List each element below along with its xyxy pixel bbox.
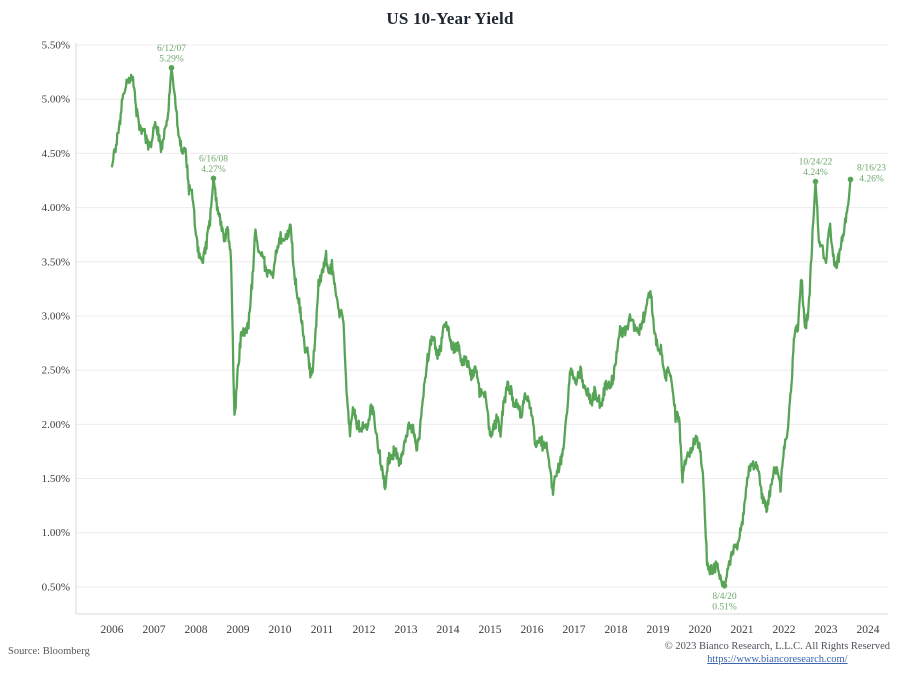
callout-dot — [210, 175, 217, 182]
callout-value-label: 4.27% — [201, 165, 226, 175]
x-axis-label: 2023 — [815, 624, 838, 636]
y-axis-label: 1.50% — [42, 473, 70, 485]
yield-line — [110, 66, 852, 587]
chart-title: US 10-Year Yield — [386, 9, 514, 28]
y-axis-label: 5.50% — [42, 40, 70, 52]
x-axis-label: 2010 — [269, 624, 292, 636]
callout-value-label: 4.24% — [803, 168, 828, 178]
y-axis-label: 4.50% — [42, 148, 70, 160]
callout-value-label: 0.51% — [712, 602, 737, 612]
callout-date-label: 8/16/23 — [857, 163, 886, 173]
x-axis-label: 2020 — [689, 624, 712, 636]
footer-attribution: © 2023 Bianco Research, L.L.C. All Right… — [665, 640, 890, 666]
callout-dot — [721, 583, 728, 589]
x-axis-label: 2017 — [563, 624, 586, 636]
source-note: Source: Bloomberg — [8, 646, 90, 657]
callout-value-label: 4.26% — [859, 174, 884, 184]
x-axis-label: 2008 — [185, 624, 208, 636]
callout-dot — [812, 178, 819, 185]
callout-date-label: 6/12/07 — [157, 44, 186, 54]
x-axis-label: 2014 — [437, 624, 460, 636]
callout-date-label: 10/24/22 — [799, 158, 833, 168]
x-axis-label: 2022 — [773, 624, 796, 636]
x-axis-label: 2006 — [101, 624, 124, 636]
x-axis-label: 2012 — [353, 624, 376, 636]
x-axis-label: 2015 — [479, 624, 502, 636]
copyright-note: © 2023 Bianco Research, L.L.C. All Right… — [664, 641, 890, 652]
callout-dot — [168, 64, 175, 71]
y-axis-label: 2.50% — [42, 365, 70, 377]
y-axis-label: 2.00% — [42, 419, 70, 431]
callout-date-label: 8/4/20 — [712, 592, 737, 602]
x-axis-label: 2007 — [143, 624, 166, 636]
y-axis-label: 3.00% — [42, 310, 70, 322]
x-axis-label: 2009 — [227, 624, 250, 636]
footer-link[interactable]: https://www.biancoresearch.com/ — [707, 654, 848, 665]
callout-dot — [847, 176, 854, 183]
y-axis-label: 0.50% — [42, 581, 70, 593]
x-axis-label: 2013 — [395, 624, 418, 636]
callout-date-label: 6/16/08 — [199, 154, 228, 164]
x-axis-label: 2024 — [857, 624, 880, 636]
x-axis-label: 2021 — [731, 624, 754, 636]
y-axis-label: 5.00% — [42, 94, 70, 106]
x-axis-label: 2016 — [521, 624, 544, 636]
callout-value-label: 5.29% — [159, 54, 184, 64]
y-axis-label: 3.50% — [42, 256, 70, 268]
x-axis-label: 2019 — [647, 624, 670, 636]
x-axis-label: 2011 — [311, 624, 334, 636]
y-axis-label: 1.00% — [42, 527, 70, 539]
y-axis-label: 4.00% — [42, 202, 70, 214]
x-axis-label: 2018 — [605, 624, 628, 636]
